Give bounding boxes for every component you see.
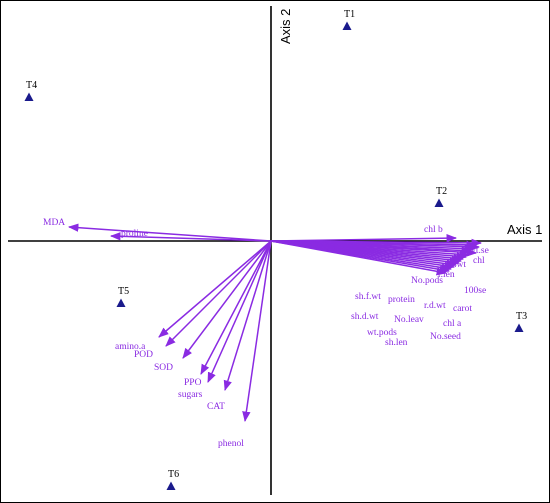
variable-label: amino.a <box>115 342 146 352</box>
variable-label: No.pods <box>411 276 443 286</box>
y-axis-label: Axis 2 <box>278 9 293 44</box>
variable-label: chl <box>473 256 485 266</box>
observation-point <box>514 323 524 332</box>
variable-label: chl b <box>424 225 443 235</box>
variable-label: wt.pods <box>367 328 397 338</box>
variable-arrow <box>207 240 272 383</box>
observation-label: T6 <box>168 469 179 480</box>
observation-point <box>116 298 126 307</box>
variable-label: No.leav <box>394 315 424 325</box>
variable-label: MDA <box>43 218 65 228</box>
observation-label: T5 <box>118 286 129 297</box>
variable-label: sh.f.wt <box>355 291 381 302</box>
variable-label: CAT <box>207 402 225 412</box>
variable-label: No.seed <box>430 332 461 342</box>
variable-arrow <box>182 240 272 359</box>
variable-label: protein <box>388 295 415 305</box>
variable-label: r.d.wt <box>424 301 446 311</box>
variable-label: 100se <box>464 286 486 296</box>
variable-arrow <box>109 232 272 242</box>
observation-point <box>166 481 176 490</box>
variable-label: carot <box>453 304 472 314</box>
variable-label: SOD <box>154 363 173 373</box>
variable-label: phenol <box>218 439 244 449</box>
observation-point <box>342 21 352 30</box>
variable-arrow <box>270 240 448 276</box>
variable-arrow <box>270 233 458 243</box>
observation-point <box>24 92 34 101</box>
variable-arrow <box>158 240 272 338</box>
variable-arrow <box>223 240 272 392</box>
x-axis-label: Axis 1 <box>507 222 542 237</box>
observation-label: T1 <box>344 9 355 20</box>
observation-points: T1 T2 T3 T4 T5 T6 <box>24 9 527 490</box>
observation-label: T2 <box>436 186 447 197</box>
variable-label: sugars <box>178 390 203 400</box>
observation-label: T4 <box>26 80 37 91</box>
variable-label: wt.se <box>469 246 489 256</box>
variable-label: chl a <box>443 319 462 329</box>
variable-label: sh.d.wt <box>351 312 379 322</box>
variable-arrow <box>200 240 272 375</box>
variable-arrow <box>242 240 272 423</box>
variable-label: PPO <box>184 378 202 388</box>
variable-arrow <box>165 240 272 347</box>
variable-label: proline <box>121 229 148 239</box>
observation-label: T3 <box>516 311 527 322</box>
observation-point <box>434 198 444 207</box>
variable-label: sh.len <box>385 338 408 348</box>
variable-arrow <box>67 223 272 242</box>
variable-label: POD <box>134 350 153 360</box>
